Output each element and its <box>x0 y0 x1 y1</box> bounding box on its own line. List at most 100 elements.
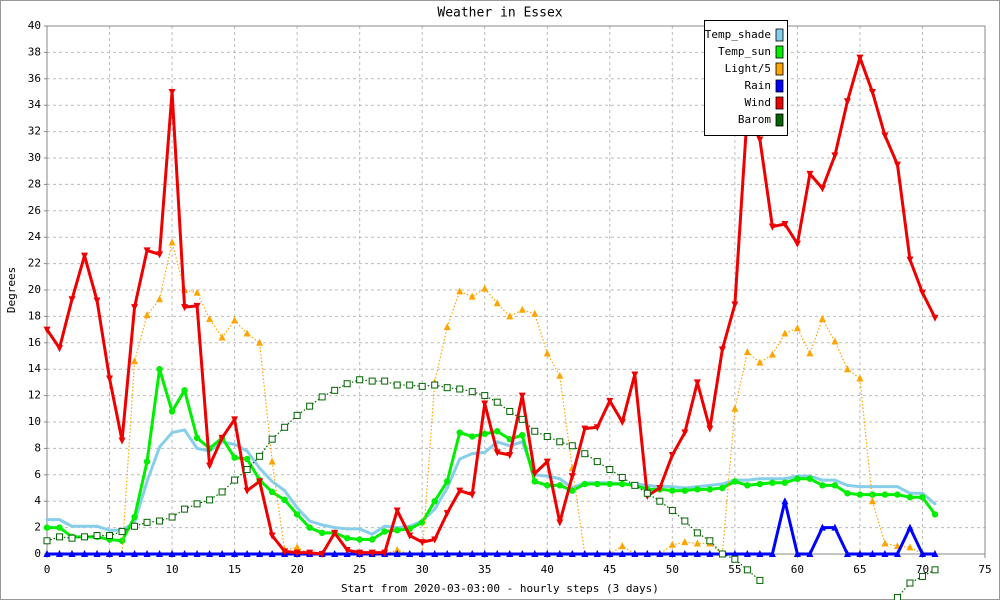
x-tick-label: 25 <box>353 563 366 576</box>
point <box>806 550 814 557</box>
point <box>83 524 87 528</box>
point <box>820 478 824 482</box>
point <box>868 550 876 557</box>
point <box>193 302 201 310</box>
point <box>256 338 264 346</box>
point <box>456 385 464 393</box>
point <box>793 550 801 557</box>
point <box>894 491 901 498</box>
point <box>106 375 114 383</box>
x-tick-label: 40 <box>541 563 554 576</box>
point <box>558 477 562 481</box>
point <box>593 424 601 432</box>
point <box>393 527 401 534</box>
point <box>156 550 164 557</box>
x-tick-label: 70 <box>916 563 929 576</box>
point <box>308 519 312 523</box>
point <box>281 423 289 431</box>
point <box>706 537 714 545</box>
point <box>918 289 926 297</box>
point <box>781 497 789 505</box>
point <box>331 386 339 394</box>
point <box>908 491 912 495</box>
point <box>881 550 889 557</box>
point <box>406 550 414 557</box>
point <box>831 337 839 345</box>
point <box>456 550 464 557</box>
point <box>293 549 301 557</box>
point <box>256 478 264 486</box>
point <box>183 428 187 432</box>
point <box>493 550 501 557</box>
point <box>670 485 674 489</box>
point <box>731 555 739 563</box>
y-tick-label: 20 <box>28 283 41 296</box>
point <box>869 491 876 498</box>
point <box>131 550 139 557</box>
point <box>433 507 437 511</box>
point <box>431 536 439 544</box>
legend-label: Wind <box>745 96 772 109</box>
point <box>618 550 626 557</box>
point <box>806 349 814 357</box>
point <box>681 429 689 437</box>
legend-label: Light/5 <box>725 62 771 75</box>
point <box>93 550 101 557</box>
point <box>156 366 163 373</box>
point <box>81 550 89 557</box>
point <box>268 550 276 557</box>
point <box>70 524 74 528</box>
point <box>293 543 301 551</box>
point <box>906 494 914 501</box>
point <box>443 322 451 330</box>
point <box>318 551 326 558</box>
point <box>506 407 514 415</box>
point <box>618 419 626 426</box>
point <box>68 534 76 542</box>
legend-swatch <box>775 28 784 42</box>
legend-label: Barom <box>738 113 771 126</box>
point <box>393 381 401 389</box>
y-tick-label: 4 <box>34 494 41 507</box>
point <box>881 132 889 140</box>
point <box>156 295 164 303</box>
point <box>631 371 639 379</box>
point <box>393 546 401 554</box>
point <box>693 550 701 557</box>
point <box>58 518 62 522</box>
point <box>881 491 889 498</box>
point <box>518 550 526 557</box>
point <box>81 533 89 541</box>
point <box>531 470 539 478</box>
point <box>168 513 176 521</box>
point <box>668 540 676 548</box>
point <box>231 476 239 484</box>
point <box>418 550 426 557</box>
point <box>193 500 201 508</box>
y-tick-label: 40 <box>28 19 41 32</box>
point <box>743 348 751 356</box>
point <box>343 547 351 555</box>
y-tick-label: 8 <box>34 441 41 454</box>
y-tick-label: 12 <box>28 389 41 402</box>
point <box>931 566 939 574</box>
y-axis-label: Degrees <box>5 267 18 313</box>
point <box>406 532 414 540</box>
point <box>181 550 189 557</box>
point <box>631 481 639 489</box>
point <box>243 487 251 495</box>
point <box>643 550 651 557</box>
point <box>506 550 514 557</box>
point <box>843 550 851 557</box>
point <box>293 511 301 518</box>
point <box>531 478 538 485</box>
point <box>694 486 701 493</box>
point <box>345 527 349 531</box>
point <box>606 397 614 405</box>
point <box>231 316 239 324</box>
point <box>268 488 276 496</box>
point <box>519 432 526 439</box>
point <box>333 526 337 530</box>
point <box>543 458 551 466</box>
y-tick-label: 26 <box>28 204 41 217</box>
